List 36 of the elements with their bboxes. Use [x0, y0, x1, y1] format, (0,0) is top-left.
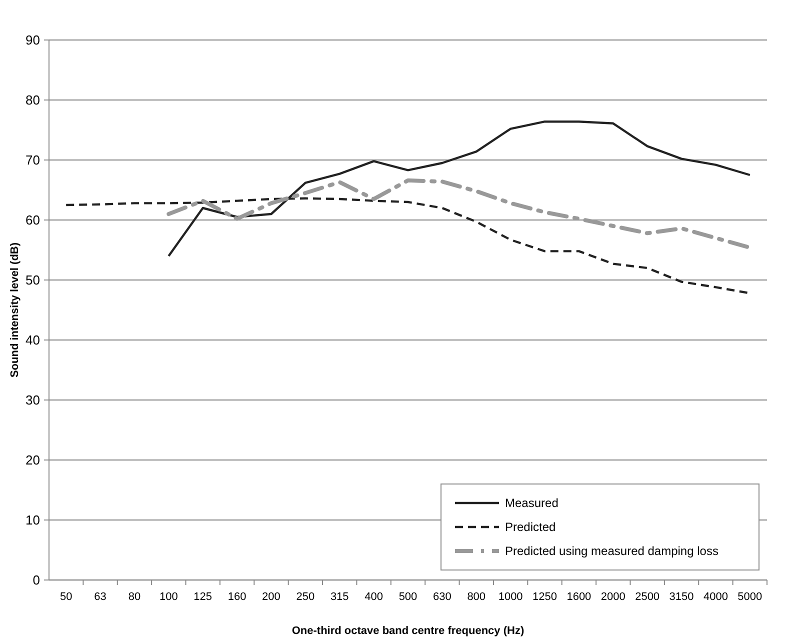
legend-label: Predicted [505, 520, 556, 534]
x-tick-label: 200 [262, 591, 280, 603]
x-tick-label: 1250 [532, 591, 558, 603]
x-tick-label: 160 [228, 591, 246, 603]
y-tick-label: 90 [26, 32, 40, 48]
x-tick-label: 315 [330, 591, 349, 603]
x-axis-title: One-third octave band centre frequency (Hz) [292, 625, 524, 637]
x-tick-label: 63 [94, 591, 106, 603]
x-tick-label: 2000 [600, 591, 626, 603]
x-tick-label: 5000 [738, 591, 762, 603]
x-tick-label: 250 [296, 591, 315, 603]
x-tick-label: 2500 [635, 591, 660, 603]
legend-label: Measured [505, 496, 558, 510]
y-tick-label: 40 [26, 332, 40, 348]
x-tick-label: 3150 [669, 591, 694, 603]
x-tick-label: 80 [128, 591, 141, 603]
x-tick-label: 400 [364, 591, 383, 603]
x-tick-label: 100 [159, 591, 178, 603]
y-tick-label: 80 [26, 92, 40, 108]
y-tick-label: 30 [26, 392, 40, 408]
y-tick-label: 60 [26, 212, 40, 228]
x-tick-label: 500 [398, 591, 418, 603]
x-tick-label: 50 [60, 591, 72, 603]
y-axis-title: Sound intensity level (dB) [9, 242, 21, 378]
x-tick-label: 125 [194, 591, 212, 603]
y-tick-label: 50 [26, 272, 40, 288]
x-tick-label: 630 [433, 591, 452, 603]
y-tick-label: 20 [26, 452, 40, 468]
legend-label: Predicted using measured damping loss [505, 544, 718, 558]
y-tick-label: 0 [32, 572, 40, 588]
x-tick-label: 1000 [498, 591, 523, 603]
x-tick-label: 4000 [703, 591, 728, 603]
y-tick-label: 70 [26, 152, 40, 168]
y-tick-label: 10 [26, 512, 40, 528]
x-tick-label: 800 [467, 591, 486, 603]
x-tick-label: 1600 [566, 591, 592, 603]
